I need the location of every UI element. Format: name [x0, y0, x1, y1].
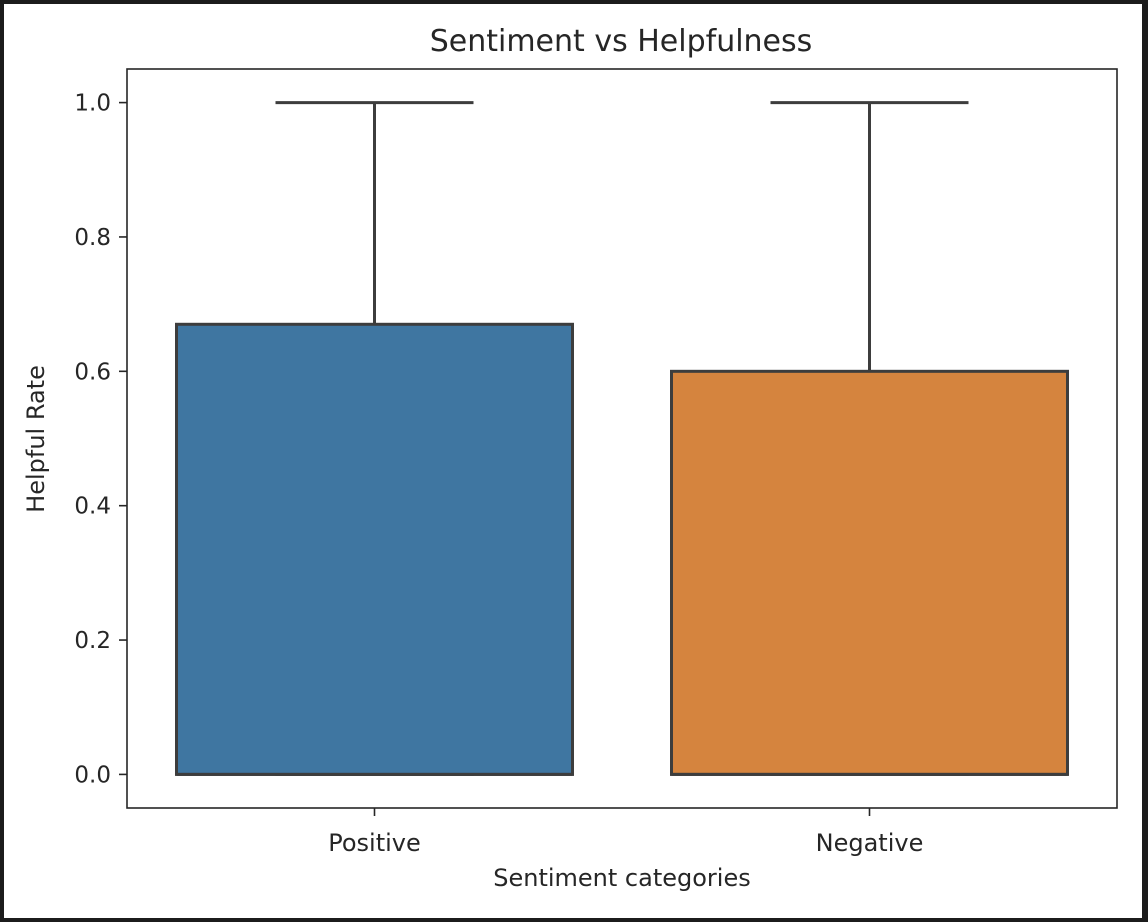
y-tick-label: 0.2	[74, 628, 111, 654]
x-axis-label: Sentiment categories	[493, 864, 750, 892]
chart-figure: Sentiment vs Helpfulness 0.0 0.2 0.4 0.6 0.8…	[4, 4, 1142, 918]
box-plot: Sentiment vs Helpfulness 0.0 0.2 0.4 0.6 0.8…	[22, 24, 1118, 892]
chart-title: Sentiment vs Helpfulness	[430, 24, 813, 59]
y-tick-label: 0.0	[74, 762, 111, 788]
y-axis-label: Helpful Rate	[22, 365, 50, 513]
box-negative	[670, 101, 1069, 776]
boxes	[175, 101, 1069, 776]
box-positive	[175, 101, 574, 776]
y-tick-label: 0.8	[74, 225, 111, 251]
y-tick-label: 0.6	[74, 359, 111, 385]
x-tick-label: Positive	[328, 829, 421, 857]
x-axis-ticks: Positive Negative	[328, 808, 923, 857]
plot-frame	[126, 68, 1118, 809]
y-axis-ticks: 0.0 0.2 0.4 0.6 0.8 1.0	[74, 91, 127, 788]
box-body	[670, 369, 1069, 776]
y-tick-label: 1.0	[74, 91, 111, 117]
box-body	[175, 322, 574, 776]
y-tick-label: 0.4	[74, 494, 111, 520]
x-tick-label: Negative	[816, 829, 924, 857]
